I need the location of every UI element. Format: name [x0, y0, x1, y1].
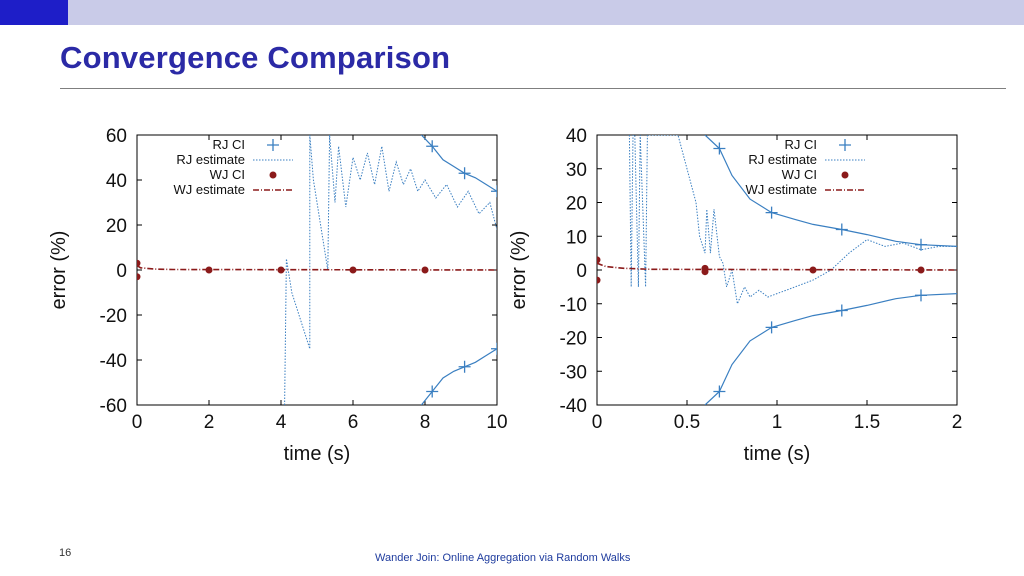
x-tick-label: 1.5: [854, 412, 880, 433]
wj-ci-point: [597, 276, 601, 284]
x-tick-label: 2: [952, 412, 963, 433]
x-tick-label: 10: [486, 412, 507, 433]
y-tick-label: -40: [560, 396, 587, 417]
rj-ci-marker: [458, 167, 471, 180]
right-chart: 0 0.5 1 1.5 2 -40 -30 -20 -10 0 10 20 30 40 time (s) er…: [500, 115, 980, 475]
y-tick-label: -10: [560, 295, 587, 316]
slide-number: 16: [59, 547, 72, 559]
y-tick-label: -40: [100, 351, 127, 372]
legend-swatch: [839, 139, 851, 151]
series-group: [137, 135, 497, 405]
y-tick-label: 20: [106, 216, 127, 237]
legend-label: WJ estimate: [745, 182, 817, 197]
legend-swatch: [269, 171, 277, 179]
top-accent-block: [0, 0, 68, 25]
rj-ci-marker: [765, 321, 778, 334]
rj-ci-line: [420, 135, 497, 192]
x-tick-label: 4: [276, 412, 287, 433]
y-tick-label: 30: [566, 160, 587, 181]
wj-ci-point: [205, 266, 213, 274]
y-tick-label: 20: [566, 194, 587, 215]
rj-ci-marker: [458, 360, 471, 373]
legend-label: WJ CI: [210, 167, 245, 182]
y-tick-label: 0: [116, 261, 127, 282]
rj-ci-marker: [491, 342, 497, 355]
x-axis-label: time (s): [284, 443, 351, 465]
x-tick-label: 0: [132, 412, 143, 433]
x-tick-label: 8: [420, 412, 431, 433]
wj-ci-point: [349, 266, 357, 274]
rj-estimate-line: [628, 135, 957, 306]
left-chart-svg: 0 2 4 6 8 10 -60 -40 -20 0 20 40 60 time (s) error (%)…: [48, 126, 508, 465]
x-tick-label: 2: [204, 412, 215, 433]
y-tick-label: -20: [100, 306, 127, 327]
y-axis-label: error (%): [48, 231, 70, 310]
x-tick-label: 0.5: [674, 412, 700, 433]
rj-ci-marker: [765, 206, 778, 219]
rj-ci-marker: [491, 185, 497, 198]
rj-ci-marker: [426, 385, 439, 398]
rj-ci-marker: [426, 140, 439, 153]
rj-estimate-line: [284, 135, 497, 405]
rj-ci-line: [420, 348, 497, 405]
legend-swatch: [267, 139, 279, 151]
series-group: [597, 135, 957, 405]
y-tick-label: 40: [566, 126, 587, 147]
wj-estimate-line: [597, 262, 957, 271]
y-axis-label: error (%): [508, 231, 530, 310]
legend-label: RJ CI: [213, 137, 246, 152]
y-tick-label: -20: [560, 329, 587, 350]
rj-ci-marker: [915, 238, 927, 251]
y-tick-label: 40: [106, 171, 127, 192]
rj-ci-line: [704, 293, 957, 405]
legend-label: WJ CI: [782, 167, 817, 182]
rj-ci-marker: [835, 223, 848, 236]
x-tick-label: 1: [772, 412, 783, 433]
rj-ci-line: [704, 135, 957, 247]
x-tick-label: 6: [348, 412, 359, 433]
slide-title: Convergence Comparison: [60, 40, 451, 75]
y-tick-label: 0: [576, 261, 587, 282]
y-tick-label: -30: [560, 362, 587, 383]
wj-ci-point: [137, 273, 141, 281]
legend-label: RJ CI: [785, 137, 818, 152]
rj-ci-marker: [835, 304, 848, 317]
wj-ci-point: [597, 256, 601, 264]
left-chart: 0 2 4 6 8 10 -60 -40 -20 0 20 40 60 time (s) error (%)…: [40, 115, 520, 475]
legend-label: RJ estimate: [748, 152, 817, 167]
legend-label: RJ estimate: [176, 152, 245, 167]
legend-label: WJ estimate: [173, 182, 245, 197]
top-band: [0, 0, 1024, 25]
x-axis-label: time (s): [744, 443, 811, 465]
rj-ci-marker: [915, 289, 927, 302]
footer-text: Wander Join: Online Aggregation via Rand…: [375, 552, 631, 564]
y-tick-label: 10: [566, 227, 587, 248]
legend-swatch: [841, 171, 849, 179]
title-divider: [60, 88, 1006, 89]
right-chart-svg: 0 0.5 1 1.5 2 -40 -30 -20 -10 0 10 20 30 40 time (s) er…: [508, 126, 963, 465]
rj-ci-marker: [713, 385, 726, 398]
wj-estimate-line: [137, 264, 497, 271]
wj-ci-point: [809, 266, 817, 274]
y-tick-label: -60: [100, 396, 127, 417]
x-tick-label: 0: [592, 412, 603, 433]
y-tick-label: 60: [106, 126, 127, 147]
rj-ci-marker: [713, 142, 726, 155]
wj-ci-point: [137, 259, 141, 267]
